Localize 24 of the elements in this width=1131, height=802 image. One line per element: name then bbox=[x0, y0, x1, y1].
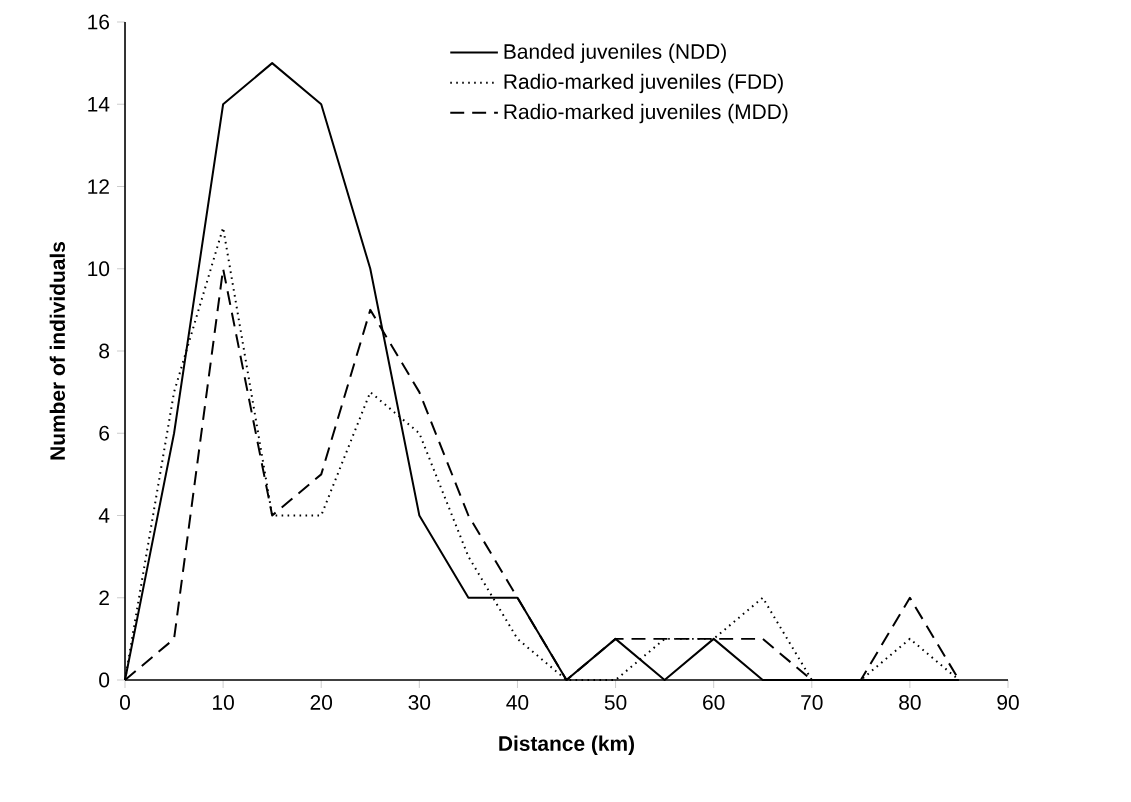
x-tick-label: 80 bbox=[899, 695, 921, 710]
y-axis-title: Number of individuals bbox=[49, 242, 66, 460]
y-tick-label: 14 bbox=[88, 97, 110, 112]
x-tick-label: 30 bbox=[408, 695, 431, 710]
x-axis-title: Distance (km) bbox=[499, 735, 635, 756]
y-tick-label: 0 bbox=[99, 672, 110, 688]
y-tick-label: 12 bbox=[88, 179, 109, 194]
x-tick-label: 20 bbox=[310, 695, 333, 710]
x-tick-label: 60 bbox=[703, 695, 725, 710]
y-tick-label: 8 bbox=[99, 343, 110, 359]
x-tick-label: 50 bbox=[604, 695, 627, 710]
x-tick-label: 40 bbox=[506, 695, 529, 710]
y-tick-label: 2 bbox=[99, 590, 109, 606]
y-tick-label: 10 bbox=[88, 261, 110, 277]
y-tick-label: 16 bbox=[88, 14, 110, 30]
y-tick-label: 6 bbox=[99, 425, 110, 441]
x-tick-label: 10 bbox=[213, 695, 234, 710]
x-tick-label: 90 bbox=[997, 695, 1019, 710]
legend-label: Radio-marked juveniles (MDD) bbox=[504, 103, 788, 124]
legend-label: Radio-marked juveniles (FDD) bbox=[504, 73, 783, 94]
legend-label: Banded juveniles (NDD) bbox=[504, 43, 726, 64]
x-tick-label: 0 bbox=[120, 695, 130, 710]
x-tick-label: 70 bbox=[801, 695, 823, 710]
y-tick-label: 4 bbox=[98, 508, 110, 523]
